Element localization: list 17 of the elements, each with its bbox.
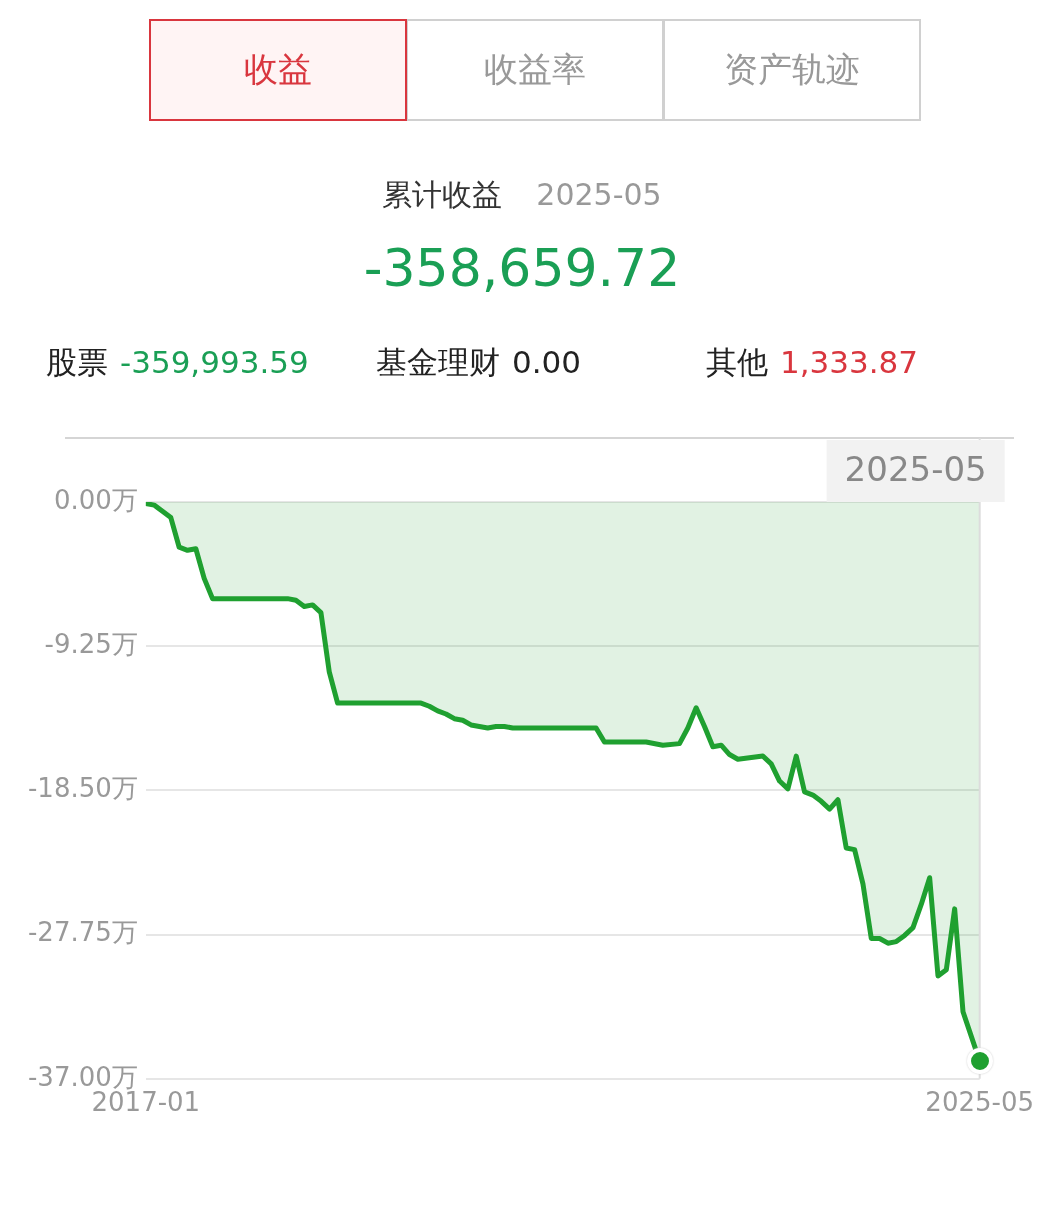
text: 基金理财	[376, 344, 500, 380]
chart-title: 累计收益	[382, 177, 503, 212]
text: 资产轨迹	[663, 19, 921, 121]
y-tick-label: -27.75万	[27, 917, 138, 948]
text: 0.00	[512, 344, 582, 380]
y-tick-label: -18.50万	[27, 773, 138, 804]
chart-subtitle: -358,659.72	[362, 238, 682, 298]
y-tick-label: -9.25万	[44, 628, 138, 659]
y-tick-label: 0.00万	[53, 484, 138, 515]
text: 收益	[149, 19, 407, 121]
text: 其他	[706, 344, 768, 380]
text: -359,993.59	[120, 344, 309, 380]
text: 2025-05	[844, 448, 987, 489]
text: 收益率	[406, 19, 664, 121]
text: 1,333.87	[780, 344, 919, 380]
text: 股票	[46, 344, 108, 380]
text: 2025-05	[536, 177, 662, 212]
